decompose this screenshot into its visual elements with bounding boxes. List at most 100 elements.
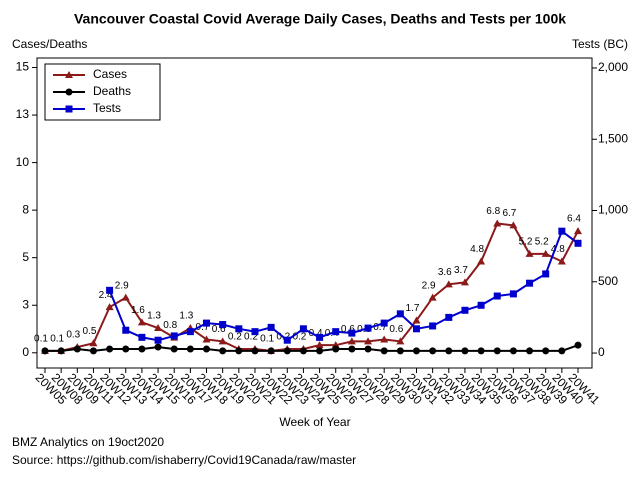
point (461, 347, 469, 355)
point (106, 286, 114, 294)
point (542, 270, 550, 278)
legend-label: Tests (93, 101, 121, 115)
point (218, 337, 227, 345)
point (203, 345, 211, 353)
point (267, 323, 275, 331)
point (89, 339, 98, 347)
point (316, 347, 324, 355)
data-label: 1.3 (179, 311, 193, 322)
point (332, 328, 340, 336)
y2-tick-label: 2,000 (598, 60, 628, 74)
point (477, 301, 485, 309)
point (445, 347, 453, 355)
point (170, 345, 178, 353)
point (267, 347, 275, 355)
legend-label: Cases (93, 67, 127, 81)
plot-frame (36, 57, 593, 369)
series-line (45, 344, 579, 352)
point (509, 221, 518, 229)
point (299, 325, 307, 333)
point (509, 290, 517, 298)
y-tick-label: 8 (22, 202, 29, 216)
data-label: 2.9 (115, 280, 129, 291)
point (364, 324, 372, 332)
data-label: 0.1 (34, 334, 48, 345)
point (429, 347, 437, 355)
point (348, 345, 356, 353)
point (138, 345, 146, 353)
y-axis-title: Cases/Deaths (12, 37, 87, 51)
data-label: 6.8 (486, 206, 500, 217)
point (235, 347, 243, 355)
footer: Source: https://github.com/ishaberry/Cov… (12, 453, 356, 467)
data-label: 0.6 (341, 324, 355, 335)
point (122, 326, 130, 334)
point (460, 278, 469, 286)
data-label: 0.6 (212, 324, 226, 335)
data-label: 4.8 (551, 244, 565, 255)
data-label: 1.3 (147, 311, 161, 322)
data-label: 4.8 (470, 244, 484, 255)
data-label: 1.7 (406, 303, 420, 314)
data-label: 3.6 (438, 267, 452, 278)
data-label: 0.6 (389, 324, 403, 335)
point (283, 347, 291, 355)
y2-tick-label: 500 (598, 274, 618, 288)
point (380, 335, 389, 343)
point (477, 347, 485, 355)
data-label: 0.7 (196, 322, 210, 333)
point (444, 280, 453, 288)
data-label: 0.2 (244, 332, 258, 343)
point (170, 332, 178, 340)
point (154, 343, 162, 351)
point (445, 313, 453, 321)
chart-title: Vancouver Coastal Covid Average Daily Ca… (74, 11, 566, 27)
y-tick-label: 5 (22, 250, 29, 264)
point (251, 328, 259, 336)
point (526, 347, 534, 355)
data-label: 6.4 (567, 214, 581, 225)
data-label: 0.5 (83, 326, 97, 337)
point (558, 227, 566, 235)
point (73, 345, 81, 353)
point (526, 279, 534, 287)
point (316, 333, 324, 341)
y2-tick-label: 1,000 (598, 203, 628, 217)
point (105, 303, 114, 311)
data-label: 2.9 (422, 280, 436, 291)
point (315, 341, 324, 349)
point (106, 345, 114, 353)
point (65, 105, 73, 113)
point (202, 335, 211, 343)
point (574, 227, 582, 235)
point (493, 347, 501, 355)
point (574, 239, 582, 247)
point (542, 347, 550, 355)
point (332, 345, 340, 353)
point (493, 292, 501, 300)
y-tick-label: 15 (16, 60, 30, 74)
point (186, 328, 194, 336)
point (89, 347, 97, 355)
point (121, 293, 130, 301)
point (137, 318, 146, 326)
data-label: 0.7 (373, 322, 387, 333)
y2-axis-title: Tests (BC) (572, 37, 628, 51)
legend-label: Deaths (93, 84, 131, 98)
data-label: 0.2 (228, 332, 242, 343)
data-label: 0.8 (163, 320, 177, 331)
data-label: 3.7 (454, 265, 468, 276)
point (396, 310, 404, 318)
point (235, 325, 243, 333)
point (396, 337, 405, 345)
point (380, 319, 388, 327)
point (380, 347, 388, 355)
data-label: 0.1 (50, 334, 64, 345)
point (186, 345, 194, 353)
point (493, 219, 502, 227)
point (203, 319, 211, 327)
point (154, 336, 162, 344)
point (122, 345, 130, 353)
y2-tick-label: 0 (598, 345, 605, 359)
